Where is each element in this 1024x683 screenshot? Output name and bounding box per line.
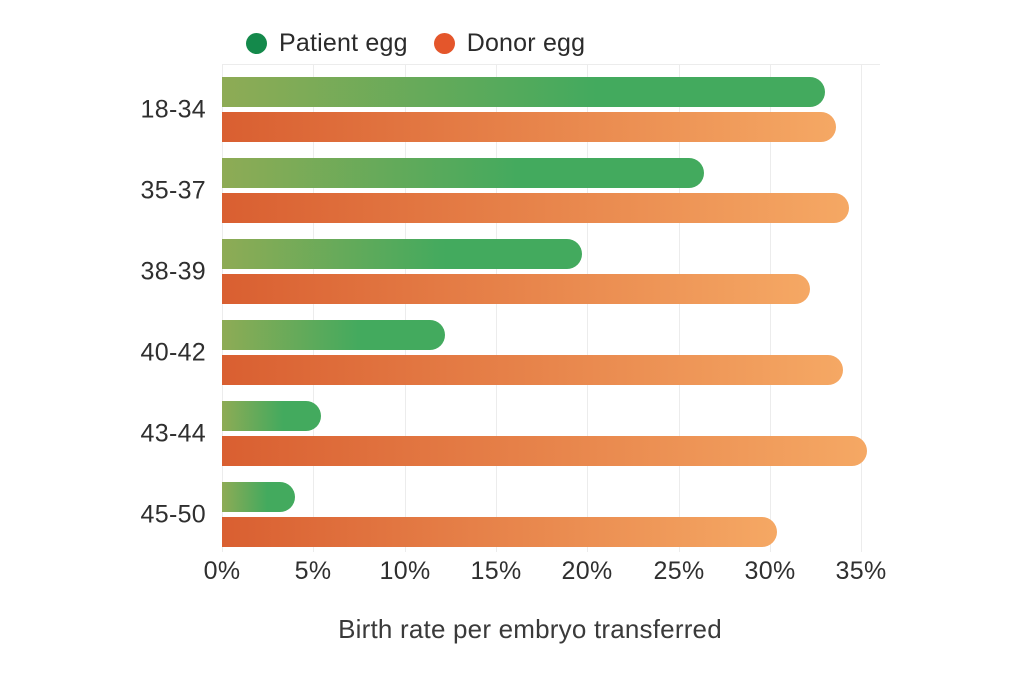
bar-donor-egg <box>222 193 849 223</box>
bar-donor-egg <box>222 436 867 466</box>
bar-patient-egg <box>222 239 582 269</box>
x-axis-tick-label: 30% <box>744 557 796 585</box>
bar-patient-egg <box>222 482 295 512</box>
bar-donor-egg <box>222 112 836 142</box>
bar-donor-egg <box>222 274 810 304</box>
bar-patient-egg <box>222 320 445 350</box>
bar-patient-egg <box>222 401 321 431</box>
bar-donor-egg <box>222 355 843 385</box>
y-axis-label: 40-42 <box>140 338 206 366</box>
legend-item-donor-egg: Donor egg <box>433 29 586 58</box>
x-axis-title: Birth rate per embryo transferred <box>338 614 722 644</box>
gridline <box>679 64 680 552</box>
bar-patient-egg <box>222 77 825 107</box>
plot-top-border <box>222 64 880 65</box>
donor-egg-dot-icon <box>433 33 455 54</box>
y-axis-label: 18-34 <box>140 95 206 123</box>
x-axis-tick-label: 25% <box>653 557 705 585</box>
y-axis-label: 38-39 <box>140 257 206 285</box>
x-axis-tick-label: 15% <box>470 557 522 585</box>
gridline <box>587 64 588 552</box>
y-axis-label: 45-50 <box>140 500 206 528</box>
gridline <box>496 64 497 552</box>
x-axis-tick-label: 20% <box>561 557 613 585</box>
x-axis-tick-label: 5% <box>294 557 332 585</box>
gridline <box>861 64 862 552</box>
y-axis-label: 35-37 <box>140 176 206 204</box>
x-axis-tick-label: 35% <box>835 557 887 585</box>
legend-item-patient-egg: Patient egg <box>246 29 408 58</box>
gridline <box>405 64 406 552</box>
legend-label-patient-egg: Patient egg <box>279 29 408 57</box>
gridline <box>313 64 314 552</box>
x-axis-tick-label: 10% <box>379 557 431 585</box>
patient-egg-dot-icon <box>246 33 267 54</box>
x-axis-tick-label: 0% <box>203 557 241 585</box>
legend: Patient egg Donor egg <box>246 29 585 58</box>
y-axis-label: 43-44 <box>140 419 206 447</box>
gridline <box>222 64 223 552</box>
gridline <box>770 64 771 552</box>
bar-patient-egg <box>222 158 704 188</box>
legend-label-donor-egg: Donor egg <box>466 29 586 57</box>
bar-donor-egg <box>222 517 777 547</box>
